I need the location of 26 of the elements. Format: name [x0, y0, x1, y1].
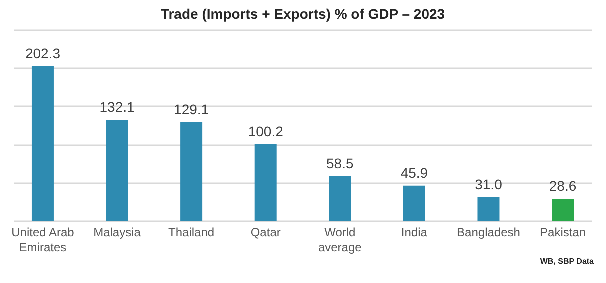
- data-label: 28.6: [549, 178, 577, 194]
- x-tick-label: Qatar: [250, 226, 281, 240]
- x-tick-label: Bangladesh: [457, 226, 520, 240]
- bar: [180, 122, 203, 221]
- bar: [552, 199, 574, 221]
- x-tick-label: World average: [318, 226, 362, 254]
- bar: [329, 176, 352, 221]
- bar: [478, 197, 500, 221]
- bar: [403, 186, 426, 221]
- data-label: 31.0: [475, 176, 503, 192]
- data-label: 202.3: [25, 45, 61, 62]
- text: WB, SBP Data: [540, 257, 595, 266]
- x-tick-label: Pakistan: [540, 226, 586, 240]
- x-tick-label: India: [401, 226, 428, 240]
- chart-title: Trade (Imports + Exports) % of GDP – 2023: [160, 6, 446, 22]
- bar: [254, 144, 277, 221]
- x-tick-label: United Arab Emirates: [12, 226, 75, 254]
- bar: [32, 66, 54, 221]
- data-label: 129.1: [174, 101, 210, 118]
- bar: [106, 120, 128, 221]
- data-label: 100.2: [248, 123, 284, 140]
- x-tick-label: Thailand: [168, 226, 215, 240]
- data-label: 45.9: [400, 164, 428, 181]
- data-label: 132.1: [100, 99, 135, 116]
- x-tick-label: Malaysia: [94, 226, 142, 240]
- data-label: 58.5: [326, 155, 354, 172]
